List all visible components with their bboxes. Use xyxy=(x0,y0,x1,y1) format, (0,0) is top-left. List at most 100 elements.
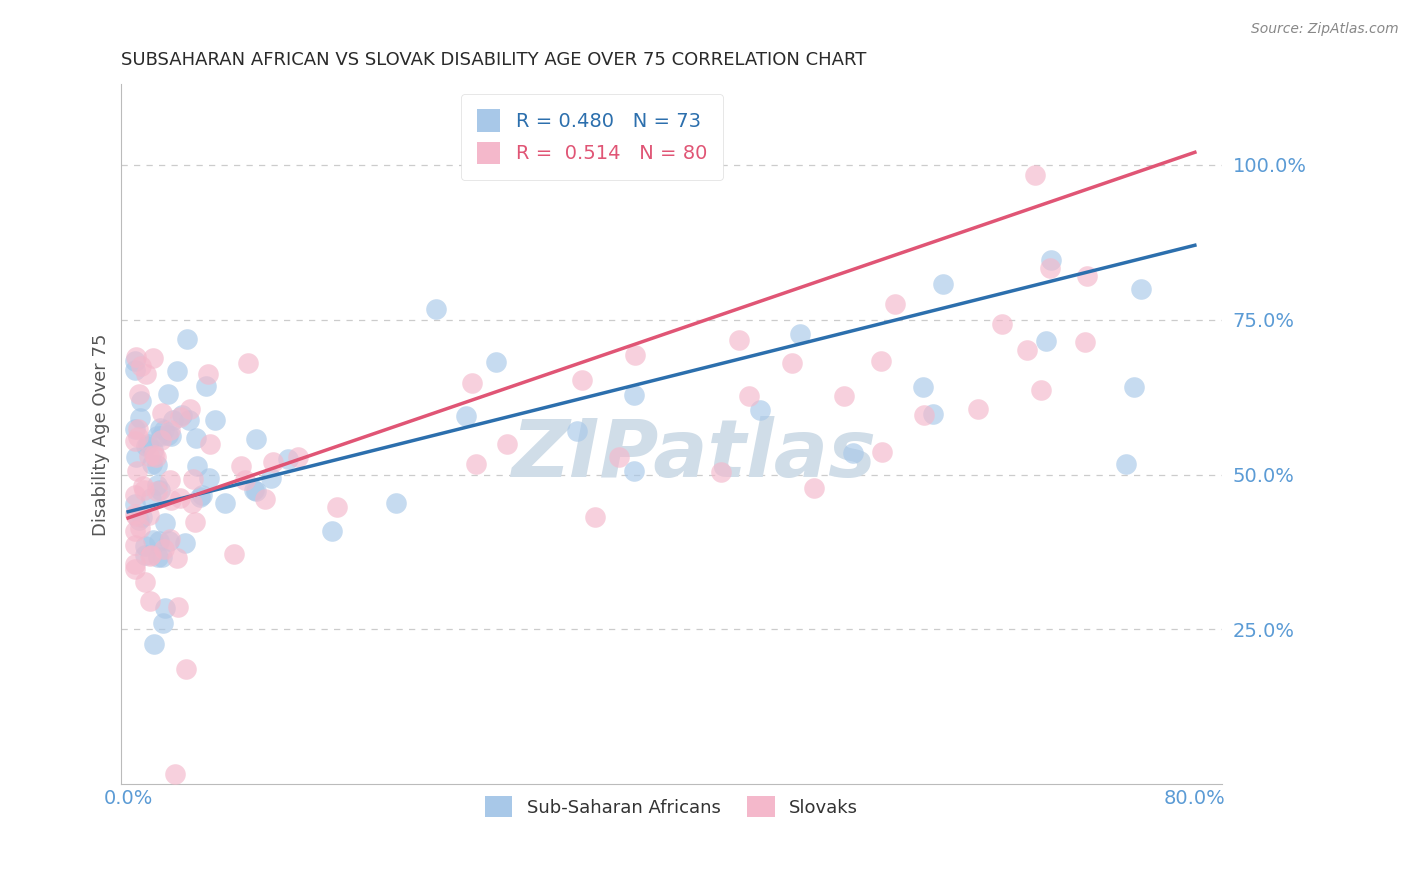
Point xyxy=(152,615,174,630)
Point xyxy=(198,471,221,485)
Point xyxy=(166,550,188,565)
Point xyxy=(870,354,893,368)
Point xyxy=(127,464,149,478)
Point xyxy=(174,536,197,550)
Point xyxy=(186,458,208,473)
Point xyxy=(153,601,176,615)
Point xyxy=(911,380,934,394)
Point xyxy=(179,401,201,416)
Point xyxy=(623,464,645,478)
Point xyxy=(870,445,893,459)
Point xyxy=(1039,253,1062,268)
Point xyxy=(583,510,606,524)
Point xyxy=(134,539,156,553)
Point xyxy=(243,483,266,497)
Point xyxy=(138,450,160,464)
Point xyxy=(134,575,156,590)
Point xyxy=(456,409,478,423)
Point xyxy=(141,457,163,471)
Point xyxy=(727,334,749,348)
Point xyxy=(156,428,179,442)
Point xyxy=(195,379,218,393)
Point xyxy=(1015,343,1038,357)
Point xyxy=(184,431,207,445)
Point xyxy=(124,562,146,576)
Point xyxy=(149,483,172,497)
Point xyxy=(1130,282,1153,296)
Point xyxy=(236,356,259,370)
Point xyxy=(135,439,157,453)
Point xyxy=(932,277,955,292)
Point xyxy=(149,433,172,447)
Text: SUBSAHARAN AFRICAN VS SLOVAK DISABILITY AGE OVER 75 CORRELATION CHART: SUBSAHARAN AFRICAN VS SLOVAK DISABILITY … xyxy=(121,51,868,69)
Point xyxy=(124,557,146,571)
Point xyxy=(496,436,519,450)
Point xyxy=(149,428,172,442)
Point xyxy=(142,637,165,651)
Point xyxy=(153,423,176,437)
Point xyxy=(460,376,482,390)
Point xyxy=(160,493,183,508)
Point xyxy=(1035,334,1057,349)
Point xyxy=(125,509,148,524)
Point xyxy=(749,403,772,417)
Point xyxy=(1039,260,1062,275)
Point xyxy=(124,524,146,538)
Point xyxy=(204,412,226,426)
Point xyxy=(157,534,180,549)
Point xyxy=(385,496,408,510)
Point xyxy=(425,302,447,317)
Point xyxy=(150,550,173,565)
Point xyxy=(136,437,159,451)
Point xyxy=(156,386,179,401)
Point xyxy=(789,326,811,341)
Point xyxy=(170,408,193,422)
Point xyxy=(167,599,190,614)
Point xyxy=(124,363,146,377)
Point xyxy=(145,428,167,442)
Point xyxy=(571,374,593,388)
Point xyxy=(326,500,349,514)
Point xyxy=(131,510,153,524)
Point xyxy=(177,412,200,426)
Point xyxy=(184,515,207,529)
Point xyxy=(188,490,211,504)
Point xyxy=(565,424,588,438)
Point xyxy=(181,472,204,486)
Point xyxy=(132,478,155,492)
Point xyxy=(262,455,284,469)
Point xyxy=(1074,335,1097,350)
Point xyxy=(124,488,146,502)
Point xyxy=(127,430,149,444)
Point xyxy=(162,413,184,427)
Point xyxy=(127,422,149,436)
Point xyxy=(159,429,181,443)
Point xyxy=(842,446,865,460)
Point xyxy=(135,367,157,381)
Text: ZIPatlas: ZIPatlas xyxy=(510,417,876,494)
Point xyxy=(624,348,647,362)
Point xyxy=(233,473,256,487)
Point xyxy=(142,448,165,462)
Point xyxy=(152,406,174,420)
Point xyxy=(253,491,276,506)
Point xyxy=(1115,457,1137,471)
Point xyxy=(738,389,761,403)
Point xyxy=(710,465,733,479)
Point xyxy=(159,473,181,487)
Point xyxy=(485,355,508,369)
Point xyxy=(142,533,165,548)
Point xyxy=(883,297,905,311)
Point xyxy=(191,488,214,502)
Point xyxy=(124,434,146,448)
Point xyxy=(832,389,855,403)
Point xyxy=(146,484,169,499)
Point xyxy=(124,497,146,511)
Point xyxy=(464,457,486,471)
Point xyxy=(149,420,172,434)
Point xyxy=(176,332,198,346)
Point xyxy=(287,450,309,465)
Point xyxy=(138,508,160,522)
Point xyxy=(169,491,191,505)
Point xyxy=(153,541,176,556)
